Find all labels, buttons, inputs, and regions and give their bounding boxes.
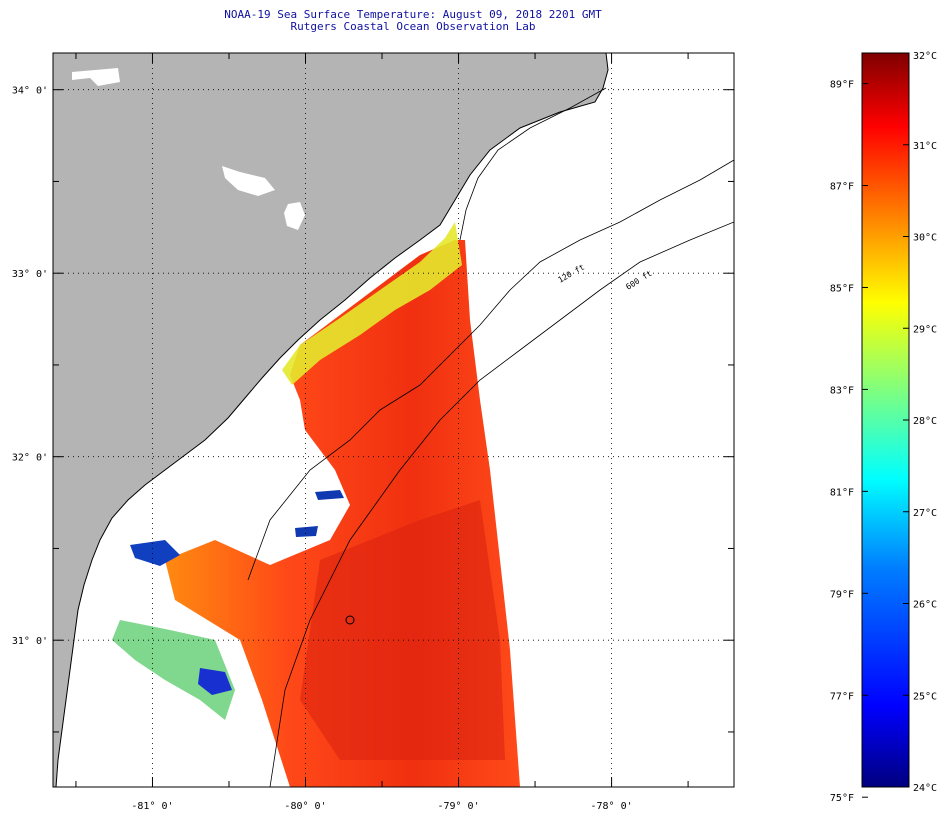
colorbar-celsius-label: 30°C: [913, 233, 937, 244]
lon-label: -80° 0': [284, 801, 326, 812]
map-title: NOAA-19 Sea Surface Temperature: August …: [224, 8, 602, 21]
lake: [72, 68, 120, 86]
lon-label: -79° 0': [437, 801, 479, 812]
colorbar-celsius-label: 28°C: [913, 416, 937, 427]
map-plot: 120 ft 600 ft: [53, 53, 734, 787]
colorbar-fahrenheit-label: 75°F: [830, 793, 854, 804]
lat-label: 33° 0': [12, 269, 48, 280]
sst-cold-patch: [198, 668, 232, 695]
colorbar-celsius-label: 24°C: [913, 783, 937, 794]
isobath-120ft: [247, 159, 734, 581]
lat-label: 34° 0': [12, 86, 48, 97]
colorbar-fahrenheit-label: 83°F: [830, 385, 854, 396]
colorbar: [861, 52, 910, 788]
lake: [284, 202, 305, 230]
sst-nearshore-band: [282, 222, 462, 385]
colorbar-celsius-label: 32°C: [913, 51, 937, 62]
isobath-600ft: [269, 221, 734, 787]
lat-label: 31° 0': [12, 636, 48, 647]
axis-ticks: [53, 53, 734, 787]
axis-labels: -81° 0' -80° 0' -79° 0' -78° 0' 34° 0' 33° 0'…: [12, 86, 633, 812]
lon-label: -81° 0': [131, 801, 173, 812]
coastline: [55, 53, 609, 787]
lat-label: 32° 0': [12, 453, 48, 464]
continental-shelf-line: [459, 87, 607, 241]
colorbar-fahrenheit-label: 85°F: [830, 283, 854, 294]
colorbar-celsius-label: 27°C: [913, 508, 937, 519]
colorbar-celsius-label: 29°C: [913, 324, 937, 335]
sst-cold-patch: [315, 490, 344, 500]
colorbar-labels: 32°C 31°C 30°C 29°C 28°C 27°C 26°C 25°C 24°C 89°F…: [830, 51, 937, 804]
sst-cool-patch: [112, 620, 235, 720]
colorbar-fahrenheit-label: 87°F: [830, 182, 854, 193]
buoy-marker: [345, 615, 355, 625]
colorbar-fahrenheit-label: 79°F: [830, 589, 854, 600]
map-subtitle: Rutgers Coastal Ocean Observation Lab: [290, 20, 536, 33]
lon-label: -78° 0': [590, 801, 632, 812]
colorbar-fahrenheit-label: 77°F: [830, 691, 854, 702]
colorbar-celsius-label: 26°C: [913, 600, 937, 611]
colorbar-celsius-label: 25°C: [913, 691, 937, 702]
lat-lon-grid: [53, 53, 734, 787]
sst-cold-patch: [130, 540, 180, 566]
lake: [222, 166, 275, 196]
plot-frame: [52, 52, 735, 788]
colorbar-celsius-label: 31°C: [913, 141, 937, 152]
land-mass: [53, 53, 608, 787]
sst-cold-patch: [295, 526, 318, 537]
sst-warm-core: [300, 500, 505, 760]
colorbar-fahrenheit-label: 81°F: [830, 487, 854, 498]
colorbar-fahrenheit-label: 89°F: [830, 80, 854, 91]
